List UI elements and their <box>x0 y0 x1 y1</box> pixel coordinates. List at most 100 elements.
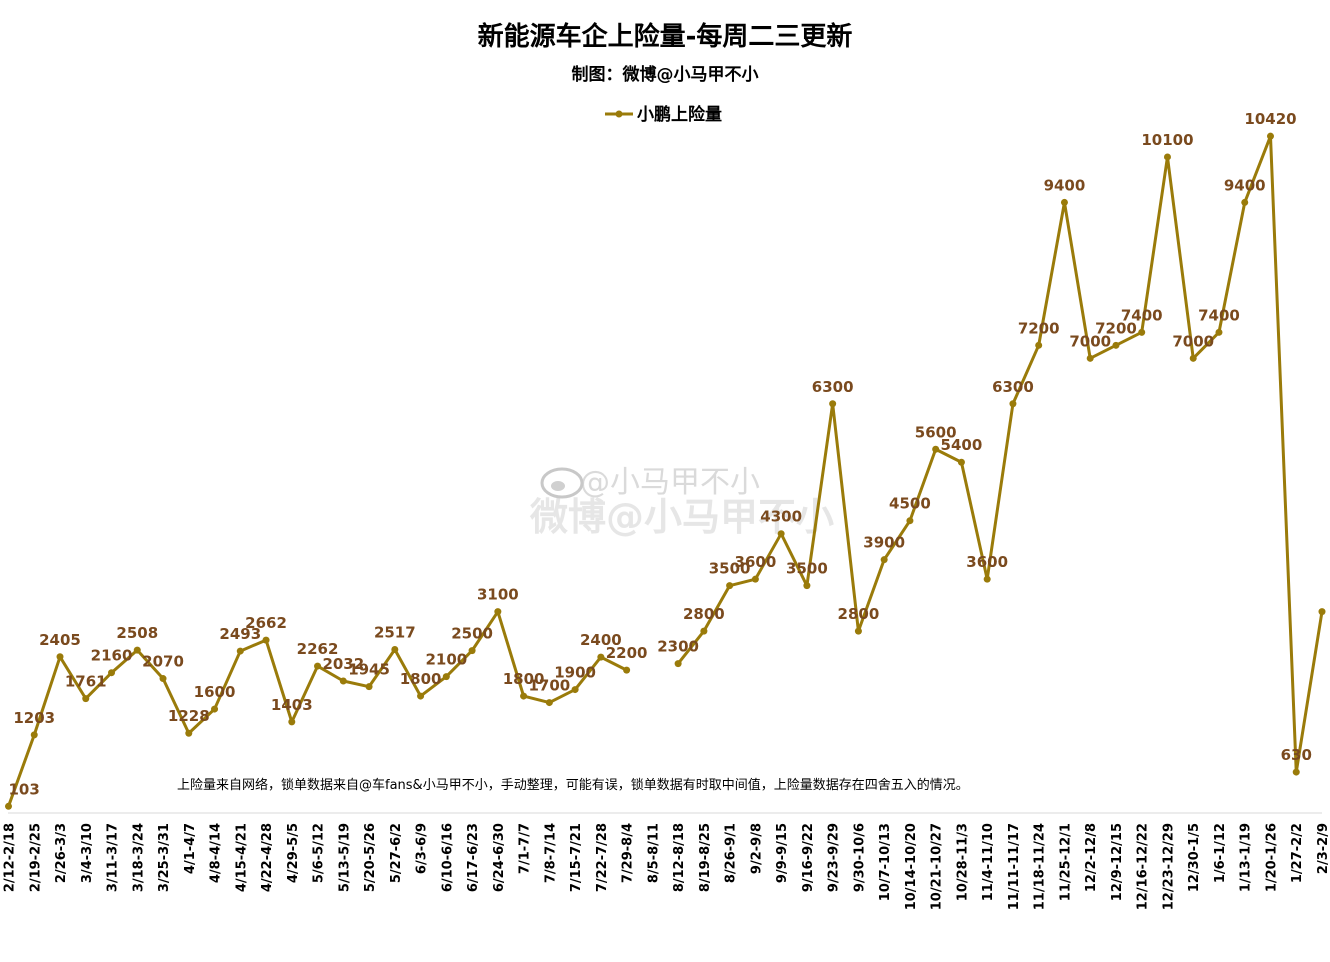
data-label: 2500 <box>451 625 493 643</box>
data-point <box>803 582 811 590</box>
data-label: 2032 <box>322 655 364 673</box>
x-tick-label: 9/2-9/8 <box>749 823 764 874</box>
x-tick-label: 1/27-2/2 <box>1290 823 1305 883</box>
data-label: 3500 <box>786 560 828 578</box>
x-tick-label: 1/6-1/12 <box>1213 823 1228 883</box>
data-label: 2400 <box>580 631 622 649</box>
data-label: 1800 <box>400 670 442 688</box>
x-tick-label: 7/1-7/7 <box>518 823 533 874</box>
data-label: 2070 <box>142 653 184 671</box>
data-label: 1945 <box>348 661 390 679</box>
data-label: 2405 <box>39 631 81 649</box>
data-label: 2800 <box>838 605 880 623</box>
data-point <box>700 627 708 635</box>
data-label: 2662 <box>245 614 287 632</box>
x-tick-label: 4/29-5/5 <box>286 823 301 883</box>
x-tick-label: 9/16-9/22 <box>801 823 816 892</box>
data-label: 3600 <box>966 553 1008 571</box>
data-point <box>442 673 450 681</box>
data-point <box>571 686 579 694</box>
x-tick-label: 11/4-11/10 <box>981 823 996 901</box>
data-label: 2517 <box>374 624 416 642</box>
data-label: 2300 <box>657 638 699 656</box>
data-point <box>1060 198 1068 206</box>
data-label: 6300 <box>992 378 1034 396</box>
data-label: 4500 <box>889 495 931 513</box>
data-label: 2100 <box>425 651 467 669</box>
data-point <box>880 556 888 564</box>
data-point <box>5 802 12 810</box>
series-line-segment <box>676 134 1324 774</box>
data-point <box>288 718 296 726</box>
x-tick-label: 3/11-3/17 <box>106 823 121 892</box>
chart-title: 新能源车企上险量-每周二三更新 <box>478 21 853 52</box>
data-point <box>1241 198 1249 206</box>
data-label: 2493 <box>219 625 261 643</box>
data-point <box>932 445 940 453</box>
data-label: 3600 <box>735 553 777 571</box>
data-label: 1800 <box>503 670 545 688</box>
data-label: 1228 <box>168 707 210 725</box>
data-label: 1700 <box>528 677 570 695</box>
x-tick-label: 4/1-4/7 <box>183 823 198 874</box>
legend-label: 小鹏上险量 <box>637 104 722 125</box>
data-point <box>597 653 605 661</box>
series-points <box>5 132 1326 810</box>
data-point <box>30 731 38 739</box>
x-tick-label: 10/28-11/3 <box>955 823 970 901</box>
x-tick-label: 5/20-5/26 <box>363 823 378 892</box>
data-point <box>545 699 553 707</box>
data-label: 10420 <box>1244 110 1296 128</box>
x-tick-label: 1/13-1/19 <box>1239 823 1254 892</box>
data-point <box>520 692 528 700</box>
data-label: 3900 <box>863 534 905 552</box>
data-point <box>1112 341 1120 349</box>
chart-subtitle: 制图：微博@小马甲不小 <box>572 64 759 85</box>
data-point <box>726 582 734 590</box>
data-point <box>1086 354 1094 362</box>
data-point <box>983 575 991 583</box>
x-tick-label: 6/3-6/9 <box>415 823 430 874</box>
watermark-line-1: @小马甲不小 <box>580 465 760 500</box>
data-label: 3500 <box>709 560 751 578</box>
data-label: 9400 <box>1044 176 1086 194</box>
x-tick-label: 8/12-8/18 <box>672 823 687 892</box>
x-tick-label: 11/25-12/1 <box>1058 823 1073 901</box>
data-label: 6300 <box>812 378 854 396</box>
x-tick-label: 4/8-4/14 <box>209 823 224 883</box>
data-point <box>56 653 64 661</box>
x-tick-label: 1/20-1/26 <box>1264 823 1279 892</box>
data-point <box>777 530 785 538</box>
data-label: 5600 <box>915 423 957 441</box>
data-point <box>468 647 476 655</box>
x-tick-label: 2/19-2/25 <box>28 823 43 892</box>
x-tick-label: 9/23-9/29 <box>827 823 842 892</box>
data-point <box>957 458 965 466</box>
data-labels: 1031203240517612160250820701228160024932… <box>9 110 1312 798</box>
data-point <box>159 675 167 683</box>
data-point <box>108 669 116 677</box>
data-point <box>674 660 682 668</box>
data-label: 7200 <box>1095 319 1137 337</box>
data-point <box>365 683 373 691</box>
data-label: 1761 <box>65 673 107 691</box>
data-label: 1203 <box>13 709 55 727</box>
x-tick-label: 6/10-6/16 <box>440 823 455 892</box>
data-point <box>1163 153 1171 161</box>
x-tick-label: 7/15-7/21 <box>569 823 584 892</box>
x-tick-label: 2/3-2/9 <box>1316 823 1330 874</box>
data-label: 1900 <box>554 664 596 682</box>
data-label: 10100 <box>1141 131 1193 149</box>
data-point <box>1189 354 1197 362</box>
x-tick-label: 12/2-12/8 <box>1084 823 1099 892</box>
data-point <box>1138 328 1146 336</box>
data-label: 9400 <box>1224 176 1266 194</box>
data-label: 4300 <box>760 508 802 526</box>
data-point <box>1009 400 1017 408</box>
x-tick-label: 10/14-10/20 <box>904 823 919 910</box>
data-point <box>1035 341 1043 349</box>
data-point <box>236 647 244 655</box>
data-label: 5400 <box>941 436 983 454</box>
x-tick-label: 7/22-7/28 <box>595 823 610 892</box>
